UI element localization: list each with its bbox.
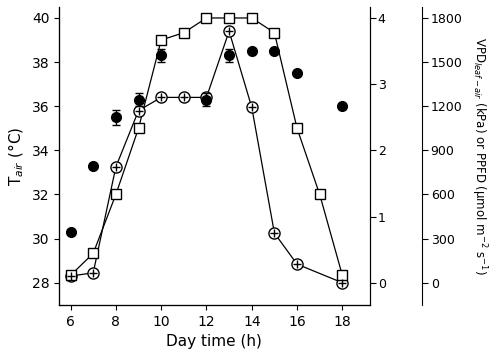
X-axis label: Day time (h): Day time (h): [167, 334, 262, 349]
Y-axis label: T$_{air}$ (°C): T$_{air}$ (°C): [7, 126, 26, 185]
Y-axis label: VPD$_{leaf-air}$ (kPa) or PPFD (μmol m$^{-2}$ s$^{-1}$): VPD$_{leaf-air}$ (kPa) or PPFD (μmol m$^…: [469, 37, 489, 275]
